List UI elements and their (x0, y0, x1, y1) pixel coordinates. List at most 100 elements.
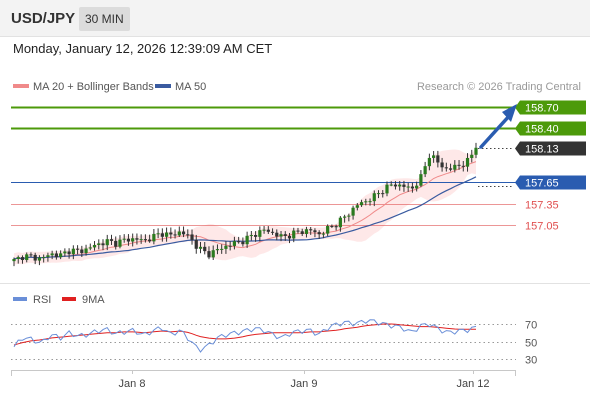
candle (122, 234, 126, 243)
candle (101, 239, 105, 251)
candle (88, 243, 92, 251)
candle (389, 181, 393, 187)
candle (131, 233, 135, 247)
candle (16, 255, 20, 264)
candle (169, 227, 173, 239)
candle (71, 245, 75, 260)
candle (313, 228, 317, 238)
bollinger-band-fill (14, 148, 476, 265)
candle (54, 250, 58, 260)
projection-arrow-shaft (479, 113, 512, 149)
candle (334, 224, 338, 231)
candle (423, 161, 427, 178)
candle (139, 234, 143, 244)
candle (381, 190, 385, 198)
x-tick-label: Jan 9 (291, 378, 318, 390)
candle (50, 250, 54, 260)
candle (97, 239, 101, 250)
candle (296, 227, 300, 234)
candle (465, 153, 470, 172)
candle (436, 150, 440, 168)
candle (42, 254, 46, 263)
rsi-level-label: 50 (525, 338, 537, 350)
candle (143, 234, 147, 243)
candle (266, 226, 270, 234)
candle (224, 241, 228, 254)
candle (355, 202, 359, 211)
candle (372, 190, 376, 207)
candle (245, 231, 249, 248)
credit-text: Research © 2026 Trading Central (417, 81, 581, 93)
candle (105, 234, 109, 251)
candle (457, 160, 461, 170)
candle (181, 226, 186, 238)
candle (292, 227, 296, 243)
candle (118, 235, 122, 249)
level-label-4: 157.35 (525, 200, 559, 212)
candle (190, 229, 194, 245)
interval-button[interactable]: 30 MIN (79, 7, 130, 31)
candle (148, 234, 152, 243)
candle (211, 245, 215, 260)
candle (376, 190, 381, 199)
candle (152, 228, 156, 245)
level-tag-2 (515, 141, 586, 156)
level-label-5: 157.05 (525, 221, 559, 233)
candle (20, 255, 25, 264)
candle (228, 241, 232, 251)
rsi-level-label: 30 (525, 355, 537, 367)
candle (177, 226, 181, 238)
candle (309, 226, 313, 235)
rsi-panel: 70 50 30 (11, 319, 537, 367)
level-label-0: 158.70 (525, 103, 559, 115)
ma20-legend-label: MA 20 + Bollinger Bands (33, 81, 154, 93)
candle (359, 199, 364, 207)
x-tick-label: Jan 8 (119, 378, 146, 390)
candle (84, 244, 88, 256)
candle (287, 232, 292, 244)
x-axis-labels: Jan 8 Jan 9 Jan 12 (119, 370, 490, 390)
candle (135, 233, 139, 245)
level-label-1: 158.40 (525, 124, 559, 136)
instrument-title: USD/JPY (11, 10, 76, 27)
chart-header: USD/JPY 30 MIN (0, 0, 590, 36)
candle (406, 182, 410, 192)
candle (461, 160, 465, 172)
candle (474, 142, 478, 159)
candle (232, 236, 237, 250)
candle (258, 226, 262, 242)
candle (279, 230, 283, 242)
ma50-legend-label: MA 50 (175, 81, 206, 93)
candle (164, 227, 169, 242)
candle (173, 229, 177, 239)
rsi-line (13, 319, 477, 353)
candle (126, 234, 131, 246)
candle (262, 225, 266, 234)
candle (92, 241, 97, 251)
candle (444, 162, 448, 172)
candle (419, 170, 423, 188)
x-tick-label: Jan 12 (456, 378, 489, 390)
candle (156, 228, 160, 239)
candle (398, 181, 402, 191)
candle (410, 182, 415, 193)
candle (368, 198, 372, 206)
price-levels: 158.70 158.40 158.13 157.65 157.35 157.05 (11, 100, 586, 233)
candle (402, 180, 406, 192)
candle (385, 181, 389, 197)
ma20-line (13, 161, 477, 260)
candle (33, 252, 37, 265)
candle (351, 205, 355, 220)
candle (440, 157, 444, 172)
candle (347, 213, 351, 222)
candle (198, 241, 203, 254)
rsi-ma-legend-swatch (62, 297, 76, 301)
candle (160, 228, 164, 242)
candle (109, 234, 114, 245)
candle (300, 228, 304, 237)
candle (415, 181, 419, 192)
level-tag-3 (515, 175, 586, 190)
level-tag-0 (515, 100, 586, 115)
candle (321, 231, 326, 239)
